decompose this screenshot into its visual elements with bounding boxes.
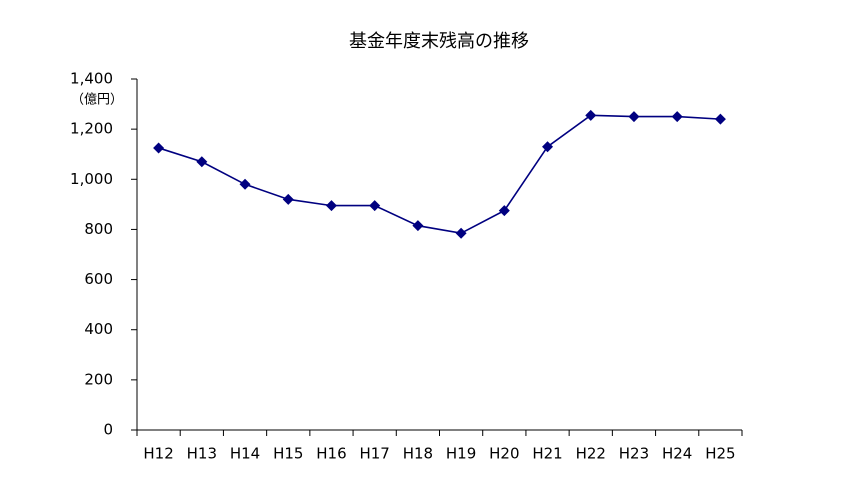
x-tick-label: H23 [619, 445, 649, 463]
data-point [282, 193, 294, 205]
data-point [585, 109, 597, 121]
y-tick-label: 1,200 [70, 120, 113, 138]
chart-title: 基金年度末残高の推移 [349, 31, 529, 52]
y-tick-label: 600 [84, 270, 113, 288]
y-tick-label: 1,400 [70, 70, 113, 88]
x-tick-label: H14 [230, 445, 260, 463]
x-tick-label: H19 [446, 445, 476, 463]
data-point [542, 141, 554, 153]
x-tick-label: H20 [489, 445, 519, 463]
x-tick-label: H16 [316, 445, 346, 463]
data-point [196, 156, 208, 168]
x-tick-label: H21 [532, 445, 562, 463]
data-point [369, 200, 381, 212]
y-tick-label: 0 [103, 421, 113, 439]
data-point [325, 200, 337, 212]
x-tick-label: H13 [187, 445, 217, 463]
data-point [628, 111, 640, 123]
data-point [455, 227, 467, 239]
y-tick-label: 800 [84, 220, 113, 238]
data-point [412, 220, 424, 232]
x-tick-label: H17 [359, 445, 389, 463]
x-tick-label: H15 [273, 445, 303, 463]
x-tick-label: H22 [576, 445, 606, 463]
data-point [498, 205, 510, 217]
x-tick-label: H24 [662, 445, 692, 463]
data-point [153, 142, 165, 154]
y-tick-label: 400 [84, 320, 113, 338]
data-point [714, 113, 726, 125]
y-tick-label: 200 [84, 370, 113, 388]
y-tick-label: 1,000 [70, 170, 113, 188]
data-point [671, 111, 683, 123]
y-unit-label: （億円） [71, 92, 123, 108]
data-point [239, 178, 251, 190]
x-tick-label: H18 [403, 445, 433, 463]
x-tick-label: H12 [143, 445, 173, 463]
x-tick-label: H25 [705, 445, 735, 463]
series-line [158, 114, 721, 235]
